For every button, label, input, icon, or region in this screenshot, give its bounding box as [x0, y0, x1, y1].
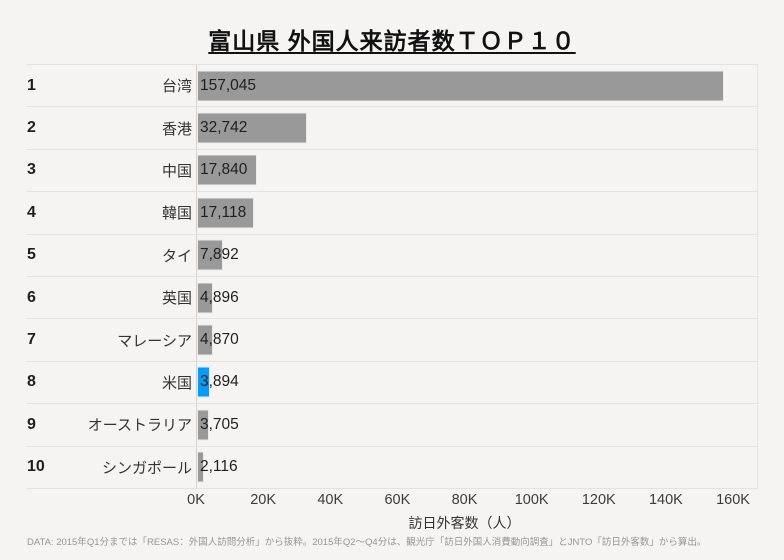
rank-label: 7 — [27, 331, 36, 349]
rank-label: 10 — [27, 458, 45, 476]
bar-track: 157,045 — [196, 65, 758, 107]
chart-row: 9 オーストラリア 3,705 — [27, 403, 758, 446]
bar-track: 4,896 — [196, 276, 758, 319]
x-axis-tick: 140K — [648, 491, 683, 508]
bar-track: 2,116 — [196, 446, 758, 488]
rank-label: 2 — [27, 119, 36, 137]
x-axis-tick: 40K — [317, 491, 344, 508]
bar[interactable] — [197, 197, 254, 229]
bar[interactable] — [197, 154, 257, 186]
rank-label: 4 — [27, 203, 36, 221]
bar[interactable] — [197, 409, 209, 441]
chart-row: 6 英国 4,896 — [27, 275, 758, 319]
country-label: 台湾 — [161, 78, 192, 96]
country-label: 英国 — [161, 290, 192, 308]
chart-row: 5 タイ 7,892 — [27, 233, 758, 276]
value-label: 3,894 — [200, 373, 239, 391]
bar[interactable] — [197, 239, 223, 271]
data-source-note: DATA: 2015年Q1分までは「RESAS：外国人訪問分析」から抜粋。201… — [27, 537, 707, 548]
country-label: マレーシア — [117, 332, 192, 350]
bar-track: 3,705 — [196, 404, 758, 446]
rank-label: 6 — [27, 288, 36, 306]
value-label: 17,840 — [200, 161, 248, 179]
rank-label: 5 — [27, 246, 36, 264]
x-axis-ticks: 0K 20K 40K 60K 80K 100K 120K 140K 160K — [187, 491, 750, 512]
country-label: 香港 — [161, 120, 192, 138]
bar-track: 7,892 — [196, 234, 758, 276]
bar[interactable] — [197, 366, 210, 398]
x-axis-tick: 120K — [581, 491, 616, 508]
rank-label: 8 — [27, 373, 36, 391]
x-axis-tick: 60K — [384, 491, 411, 508]
bar[interactable] — [197, 112, 307, 144]
x-axis-label: 訪日外客数（人） — [408, 514, 521, 531]
rank-label: 1 — [27, 76, 36, 94]
value-label: 4,896 — [200, 288, 239, 306]
value-label: 3,705 — [200, 415, 239, 433]
country-label: 米国 — [161, 374, 192, 392]
value-label: 4,870 — [200, 331, 239, 349]
chart-title: 富山県 外国人来訪者数ＴＯＰ１０ — [208, 28, 576, 54]
x-axis-tick: 20K — [250, 491, 277, 508]
chart-rows: 1 台湾 157,045 2 香港 32,742 3 中国 17,840 4 韓… — [27, 64, 758, 489]
chart-row: 3 中国 17,840 — [27, 148, 758, 192]
x-axis-tick: 80K — [451, 491, 478, 508]
bar-track: 4,870 — [196, 319, 758, 361]
bar-track: 32,742 — [196, 107, 758, 149]
country-label: シンガポール — [101, 459, 192, 477]
value-label: 157,045 — [200, 76, 257, 94]
bar-track: 17,840 — [196, 149, 758, 192]
x-axis-tick: 0K — [187, 491, 205, 508]
rank-label: 3 — [27, 161, 36, 179]
chart-row: 8 米国 3,894 — [27, 360, 758, 404]
country-label: オーストラリア — [87, 417, 192, 435]
chart-row: 7 マレーシア 4,870 — [27, 318, 758, 361]
value-label: 32,742 — [200, 119, 248, 137]
chart-row: 4 韓国 17,118 — [27, 191, 758, 234]
chart-row: 1 台湾 157,045 — [27, 64, 758, 107]
chart-row: 10 シンガポール 2,116 — [27, 445, 758, 488]
value-label: 2,116 — [200, 458, 238, 476]
value-label: 17,118 — [200, 203, 247, 221]
bar[interactable] — [197, 324, 213, 356]
rank-label: 9 — [27, 415, 36, 433]
bar-track: 17,118 — [196, 192, 758, 234]
bar[interactable] — [197, 70, 724, 102]
country-label: 韓国 — [161, 205, 192, 223]
x-axis-tick: 160K — [716, 491, 750, 508]
bar[interactable] — [197, 451, 204, 483]
bar[interactable] — [197, 282, 213, 314]
x-axis-tick: 100K — [514, 491, 549, 508]
chart-row: 2 香港 32,742 — [27, 106, 758, 149]
bar-track: 3,894 — [196, 361, 758, 404]
value-label: 7,892 — [200, 246, 239, 264]
country-label: タイ — [161, 247, 192, 265]
country-label: 中国 — [161, 162, 192, 180]
